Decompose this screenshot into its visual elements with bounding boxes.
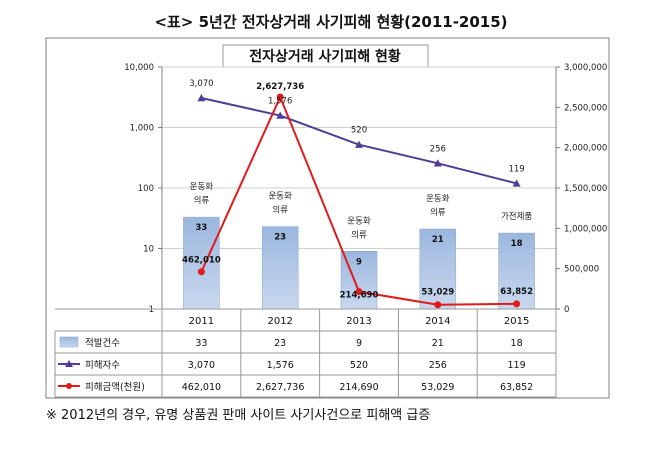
line-series [197, 93, 521, 309]
category-label: 2015 [504, 316, 529, 327]
table-cell: 256 [429, 360, 447, 371]
table-cell: 3,070 [188, 360, 215, 371]
data-table: 2011 2012 2013 2014 2015 적발건수 33 23 9 21 18 피해자수 3,0… [54, 308, 557, 398]
bar-value-label: 33 [195, 223, 207, 233]
category-label: 2011 [189, 316, 214, 327]
bar-item-label: 의류 [272, 205, 288, 216]
legend-label: 피해금액(천원) [85, 381, 145, 393]
legend-label: 적발건수 [85, 337, 120, 349]
legend-key-marker [65, 360, 73, 367]
bar-item-label: 운동화 [268, 192, 292, 202]
damage-marker [434, 301, 442, 309]
chart-frame [45, 37, 610, 399]
victims-marker [276, 111, 285, 119]
left-tick-label: 10,000 [124, 63, 154, 73]
victims-value-label: 520 [351, 126, 367, 136]
bar-value-label: 21 [432, 235, 444, 245]
left-tick-label: 100 [138, 184, 154, 194]
table-cell: 9 [356, 338, 362, 349]
damage-value-label: 462,010 [182, 256, 221, 266]
bar-item-label: 운동화 [347, 216, 371, 226]
table-cell: 462,010 [182, 382, 221, 393]
damage-marker [276, 93, 284, 101]
category-label: 2013 [346, 316, 371, 327]
table-cell: 21 [432, 338, 444, 349]
gridlines [162, 66, 556, 249]
victims-marker [512, 179, 521, 187]
bar [498, 232, 535, 310]
legend-label: 피해자수 [85, 359, 120, 371]
table-cell: 520 [350, 360, 368, 371]
damage-value-label: 2,627,736 [256, 82, 304, 92]
right-tick-label: 500,000 [564, 265, 599, 275]
damage-value-label: 214,690 [340, 291, 379, 301]
legend-key-bar [59, 336, 79, 348]
victims-marker [355, 140, 363, 148]
axes: 1 10 100 1,000 10,000 0 500,000 1,000,000 1,500,… [124, 63, 607, 315]
table-cell: 63,852 [500, 382, 533, 393]
damage-marker [513, 300, 521, 308]
bar-series [183, 216, 535, 310]
victims-value-label: 256 [430, 144, 446, 154]
table-cell: 33 [195, 338, 207, 349]
bar-value-label: 18 [511, 239, 523, 249]
table-cell: 18 [511, 338, 523, 349]
category-label: 2012 [267, 316, 292, 327]
right-tick-label: 2,000,000 [564, 144, 607, 154]
table-cell: 1,576 [267, 360, 294, 371]
table-cell: 119 [508, 360, 526, 371]
table-cell: 23 [274, 338, 286, 349]
bar [419, 228, 457, 310]
bar-item-label: 의류 [194, 195, 210, 206]
page-heading: <표> 5년간 전자상거래 사기피해 현황(2011-2015) [154, 13, 507, 31]
table-cell: 214,690 [339, 382, 378, 393]
right-tick-label: 3,000,000 [564, 63, 607, 73]
bar-item-label: 가전제품 [501, 211, 532, 222]
bar-item-label: 의류 [351, 229, 367, 240]
chart-title: 전자상거래 사기피해 현황 [249, 48, 401, 65]
right-tick-label: 2,500,000 [564, 103, 607, 113]
victims-marker [433, 159, 442, 167]
footnote: ※ 2012년의 경우, 유명 상품권 판매 사이트 사기사건으로 피해액 급증 [46, 408, 430, 423]
right-tick-label: 0 [564, 305, 569, 315]
legend-key-marker [66, 383, 72, 389]
damage-marker [197, 268, 205, 276]
bar-value-label: 23 [274, 233, 286, 243]
table-cell: 2,627,736 [256, 382, 304, 393]
category-label: 2014 [425, 316, 450, 327]
damage-marker [355, 288, 363, 296]
bar-value-label: 9 [356, 257, 362, 267]
right-tick-label: 1,500,000 [564, 184, 607, 194]
victims-marker [197, 94, 206, 102]
damage-value-label: 53,029 [421, 288, 454, 298]
left-tick-label: 1,000 [130, 124, 154, 134]
bar-item-label: 의류 [430, 207, 446, 218]
bar [261, 226, 299, 310]
bar-item-label: 운동화 [426, 194, 450, 204]
victims-value-label: 119 [508, 164, 524, 174]
victims-value-label: 1,576 [268, 97, 292, 107]
left-tick-label: 10 [143, 245, 154, 255]
table-cell: 53,029 [421, 382, 454, 393]
damage-value-label: 63,852 [500, 287, 533, 297]
victims-value-label: 3,070 [189, 79, 213, 89]
right-tick-label: 1,000,000 [564, 224, 607, 234]
left-tick-label: 1 [149, 305, 154, 315]
bar [183, 216, 220, 310]
bar-item-label: 운동화 [190, 182, 214, 192]
